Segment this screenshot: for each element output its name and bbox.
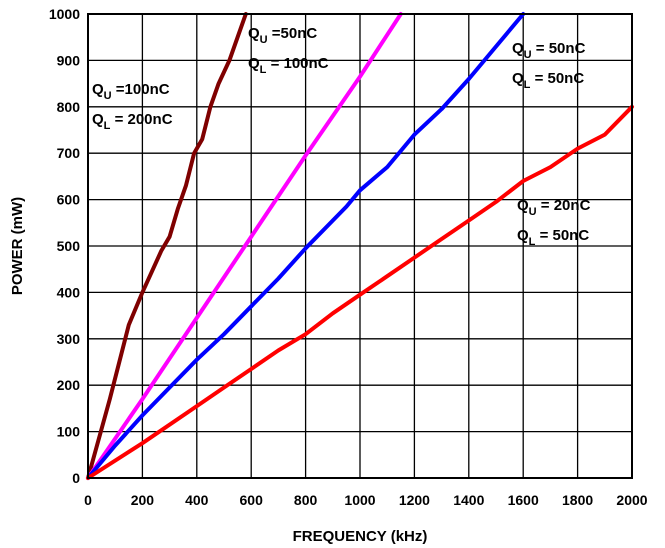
y-tick-label: 900	[57, 52, 81, 68]
series-label: QU =50nC	[248, 25, 317, 46]
y-tick-label: 500	[57, 238, 81, 254]
y-tick-label: 300	[57, 331, 81, 347]
x-axis-label: FREQUENCY (kHz)	[293, 528, 428, 545]
x-tick-label: 1400	[453, 492, 484, 508]
series-label: QL = 100nC	[248, 55, 329, 76]
x-tick-labels: 0 200 400 600 800 1000 1200 1400 1600 1800 2000	[84, 492, 648, 508]
series-label: QU = 50nC	[512, 40, 586, 61]
series-line	[86, 12, 248, 480]
x-tick-label: 400	[185, 492, 209, 508]
x-tick-label: 1000	[344, 492, 375, 508]
x-tick-label: 800	[294, 492, 318, 508]
series-line	[86, 12, 526, 480]
x-tick-label: 1600	[508, 492, 539, 508]
series-label: QL = 50nC	[512, 70, 584, 91]
y-tick-label: 700	[57, 145, 81, 161]
y-tick-label: 600	[57, 192, 81, 208]
y-tick-label: 0	[72, 470, 80, 486]
x-tick-label: 600	[240, 492, 264, 508]
y-axis-label: POWER (mW)	[9, 197, 26, 295]
y-tick-label: 800	[57, 99, 81, 115]
x-tick-label: 0	[84, 492, 92, 508]
x-tick-label: 1800	[562, 492, 593, 508]
x-tick-label: 2000	[616, 492, 647, 508]
series-lines	[86, 12, 634, 480]
y-tick-label: 1000	[49, 6, 80, 22]
x-tick-label: 200	[131, 492, 155, 508]
series-line	[86, 104, 634, 480]
y-tick-label: 400	[57, 284, 81, 300]
series-label: QU =100nC	[92, 81, 170, 102]
series-labels: QU =100nC QL = 200nC QU =50nC QL = 100nC QU …	[92, 25, 591, 248]
y-tick-label: 200	[57, 377, 81, 393]
plot-frame	[87, 13, 633, 479]
series-label: QL = 200nC	[92, 111, 173, 132]
x-tick-label: 1200	[399, 492, 430, 508]
series-label: QU = 20nC	[517, 197, 591, 218]
y-tick-labels: 0 100 200 300 400 500 600 700 800 900 1000	[49, 6, 80, 486]
series-label: QL = 50nC	[517, 227, 589, 248]
y-tick-label: 100	[57, 424, 81, 440]
series-line	[86, 12, 403, 480]
